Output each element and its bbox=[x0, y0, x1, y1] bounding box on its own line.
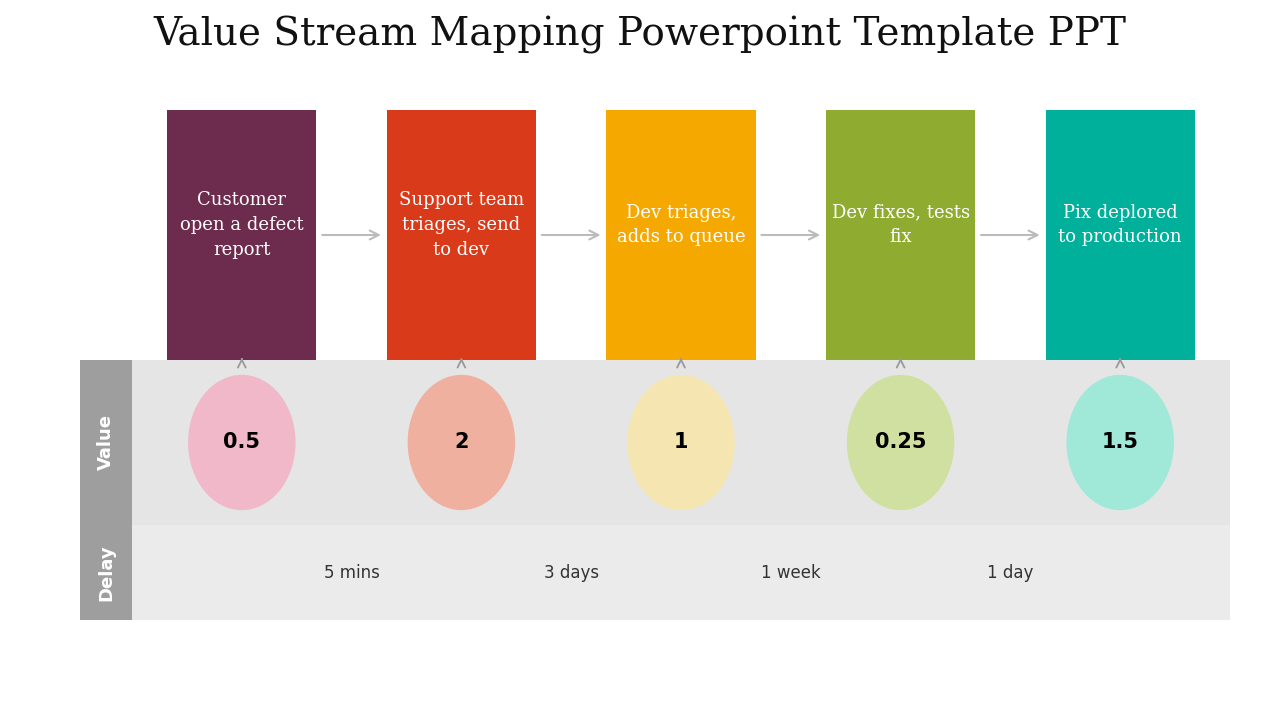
Text: Customer
open a defect
report: Customer open a defect report bbox=[180, 191, 303, 259]
Bar bbox=[79, 525, 132, 620]
Bar bbox=[79, 525, 1230, 620]
Bar bbox=[168, 110, 316, 360]
Bar bbox=[826, 110, 975, 360]
Text: Value Stream Mapping Powerpoint Template PPT: Value Stream Mapping Powerpoint Template… bbox=[154, 16, 1126, 54]
Text: 1 week: 1 week bbox=[760, 564, 820, 582]
Text: 2: 2 bbox=[454, 433, 468, 452]
Text: 0.5: 0.5 bbox=[223, 433, 260, 452]
Bar bbox=[387, 110, 536, 360]
Text: 5 mins: 5 mins bbox=[324, 564, 380, 582]
Ellipse shape bbox=[188, 375, 296, 510]
Text: 1.5: 1.5 bbox=[1102, 433, 1139, 452]
Text: 1: 1 bbox=[673, 433, 689, 452]
Text: 0.25: 0.25 bbox=[874, 433, 927, 452]
Ellipse shape bbox=[1066, 375, 1174, 510]
Bar bbox=[79, 360, 132, 525]
Ellipse shape bbox=[627, 375, 735, 510]
Text: 1 day: 1 day bbox=[987, 564, 1033, 582]
Text: Pix deplored
to production: Pix deplored to production bbox=[1059, 204, 1181, 246]
Text: Delay: Delay bbox=[97, 544, 115, 600]
Text: Dev triages,
adds to queue: Dev triages, adds to queue bbox=[617, 204, 745, 246]
Ellipse shape bbox=[847, 375, 955, 510]
Bar bbox=[607, 110, 755, 360]
Text: Value: Value bbox=[97, 415, 115, 470]
Text: Support team
triages, send
to dev: Support team triages, send to dev bbox=[399, 191, 524, 259]
Text: Dev fixes, tests
fix: Dev fixes, tests fix bbox=[832, 204, 970, 246]
Ellipse shape bbox=[407, 375, 515, 510]
Bar bbox=[79, 360, 1230, 525]
Bar bbox=[1046, 110, 1194, 360]
Text: 3 days: 3 days bbox=[544, 564, 599, 582]
